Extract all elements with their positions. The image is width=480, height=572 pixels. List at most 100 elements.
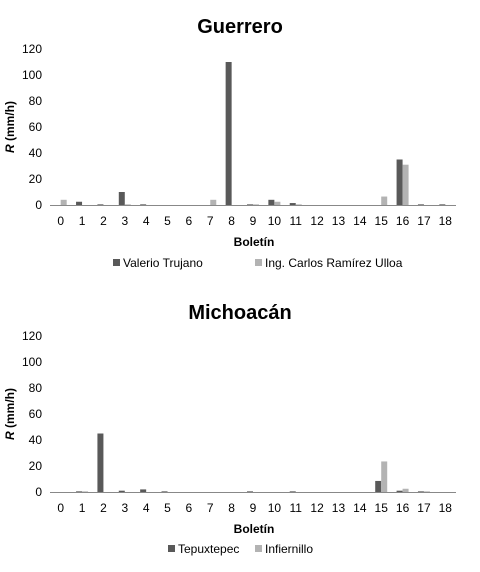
x-tick-label: 14 — [353, 214, 367, 228]
bar — [247, 204, 253, 205]
bar — [289, 203, 296, 205]
x-tick-label: 7 — [207, 501, 214, 515]
chart-title: Guerrero — [197, 16, 283, 38]
bar — [161, 491, 168, 492]
bar — [402, 488, 409, 492]
y-tick-label: 60 — [29, 407, 43, 421]
x-tick-label: 2 — [100, 501, 107, 515]
x-tick-label: 4 — [143, 214, 150, 228]
bar — [423, 491, 430, 492]
y-axis-label: R (mm/h) — [3, 101, 17, 153]
y-axis-label: R (mm/h) — [3, 388, 17, 440]
x-tick-label: 17 — [417, 501, 431, 515]
x-tick-label: 17 — [417, 214, 431, 228]
chart-title: Michoacán — [188, 302, 291, 324]
bar — [118, 192, 125, 205]
x-tick-label: 10 — [268, 501, 282, 515]
bar — [295, 204, 302, 205]
x-tick-label: 13 — [332, 214, 346, 228]
y-tick-label: 60 — [29, 120, 43, 134]
y-tick-label: 120 — [22, 329, 42, 343]
y-tick-label: 80 — [29, 94, 43, 108]
legend-swatch — [113, 259, 120, 266]
y-tick-label: 40 — [29, 146, 43, 160]
bar — [274, 201, 281, 205]
legend-label: Ing. Carlos Ramírez Ulloa — [265, 256, 403, 270]
x-tick-label: 4 — [143, 501, 150, 515]
legend-label: Infiernillo — [265, 542, 313, 556]
x-tick-label: 11 — [290, 501, 303, 515]
legend-swatch — [168, 545, 175, 552]
legend-label: Valerio Trujano — [123, 256, 203, 270]
x-tick-label: 15 — [375, 501, 389, 515]
legend-swatch — [255, 545, 262, 552]
x-tick-label: 1 — [79, 214, 86, 228]
x-tick-label: 3 — [121, 501, 128, 515]
x-tick-label: 9 — [250, 501, 257, 515]
x-tick-label: 15 — [375, 214, 389, 228]
legend-swatch — [255, 259, 262, 266]
bar — [124, 204, 131, 205]
bar — [247, 491, 253, 492]
x-tick-label: 3 — [121, 214, 128, 228]
bar — [140, 489, 147, 492]
bar — [417, 204, 424, 205]
bar — [396, 159, 403, 205]
y-tick-label: 0 — [35, 485, 42, 499]
bar — [76, 491, 83, 492]
x-tick-label: 5 — [164, 501, 171, 515]
x-tick-label: 0 — [57, 501, 64, 515]
x-tick-label: 14 — [353, 501, 367, 515]
bar — [268, 199, 275, 205]
bar — [97, 204, 104, 205]
bar — [118, 490, 125, 492]
y-tick-label: 20 — [29, 459, 43, 473]
bar — [97, 433, 104, 492]
legend-label: Tepuxtepec — [178, 542, 239, 556]
x-axis-label: Boletín — [234, 235, 275, 249]
x-tick-label: 6 — [186, 214, 193, 228]
x-tick-label: 8 — [228, 214, 235, 228]
bar — [381, 196, 388, 205]
x-tick-label: 1 — [79, 501, 86, 515]
bar — [140, 204, 147, 205]
bar — [225, 62, 232, 205]
y-tick-label: 100 — [22, 68, 42, 82]
x-tick-label: 8 — [228, 501, 235, 515]
x-tick-label: 6 — [186, 501, 193, 515]
x-tick-label: 18 — [439, 501, 453, 515]
y-tick-label: 120 — [22, 42, 42, 56]
bar — [375, 480, 382, 492]
x-tick-label: 10 — [268, 214, 282, 228]
x-tick-label: 18 — [439, 214, 453, 228]
x-tick-label: 11 — [290, 214, 303, 228]
x-tick-label: 2 — [100, 214, 107, 228]
bar — [60, 199, 67, 205]
bar — [82, 491, 89, 492]
x-tick-label: 0 — [57, 214, 64, 228]
x-tick-label: 12 — [310, 501, 324, 515]
bar — [76, 201, 83, 205]
y-tick-label: 80 — [29, 381, 43, 395]
bar — [210, 199, 217, 205]
bar — [417, 491, 424, 492]
y-tick-label: 40 — [29, 433, 43, 447]
bar — [402, 164, 409, 205]
bar — [289, 491, 296, 492]
x-tick-label: 9 — [250, 214, 257, 228]
y-tick-label: 20 — [29, 172, 43, 186]
x-tick-label: 5 — [164, 214, 171, 228]
x-tick-label: 13 — [332, 501, 346, 515]
bar — [381, 461, 388, 492]
x-tick-label: 16 — [396, 214, 410, 228]
x-tick-label: 16 — [396, 501, 410, 515]
bar — [253, 204, 259, 205]
x-tick-label: 12 — [310, 214, 324, 228]
y-tick-label: 100 — [22, 355, 42, 369]
x-axis-label: Boletín — [234, 522, 275, 536]
y-tick-label: 0 — [35, 198, 42, 212]
